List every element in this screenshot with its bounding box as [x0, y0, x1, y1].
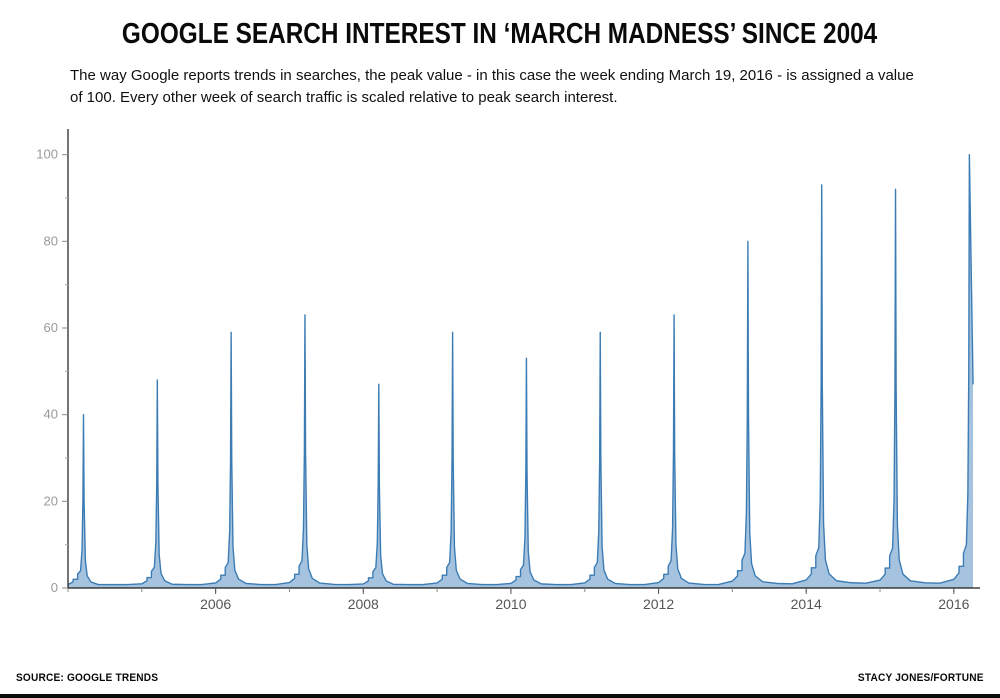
x-tick-label: 2014: [791, 596, 822, 612]
page-title: GOOGLE SEARCH INTEREST IN ‘MARCH MADNESS…: [122, 18, 878, 50]
y-tick-label: 40: [44, 406, 58, 421]
x-tick-label: 2006: [200, 596, 231, 612]
y-tick-label: 60: [44, 320, 58, 335]
footer: SOURCE: GOOGLE TRENDS STACY JONES/FORTUN…: [0, 672, 1000, 698]
y-tick-label: 20: [44, 493, 58, 508]
y-tick-label: 100: [36, 146, 58, 161]
x-tick-label: 2016: [938, 596, 969, 612]
y-tick-label: 0: [51, 580, 58, 595]
x-tick-label: 2012: [643, 596, 674, 612]
series-area: [68, 154, 974, 588]
march-madness-area-chart: 0 20 40 60 80 100 2006 2008 2010 2012 2014 2016: [36, 128, 980, 612]
y-tick-label: 80: [44, 233, 58, 248]
x-tick-label: 2010: [495, 596, 526, 612]
series-line: [67, 153, 974, 585]
source-credit: SOURCE: GOOGLE TRENDS: [16, 672, 159, 684]
author-credit: STACY JONES/FORTUNE: [858, 672, 984, 684]
chart-subtitle: The way Google reports trends in searche…: [70, 67, 914, 106]
x-tick-label: 2008: [348, 596, 379, 612]
chart-area: 0 20 40 60 80 100 2006 2008 2010 2012 2014 2016: [10, 117, 992, 698]
header: GOOGLE SEARCH INTEREST IN ‘MARCH MADNESS…: [0, 18, 1000, 51]
